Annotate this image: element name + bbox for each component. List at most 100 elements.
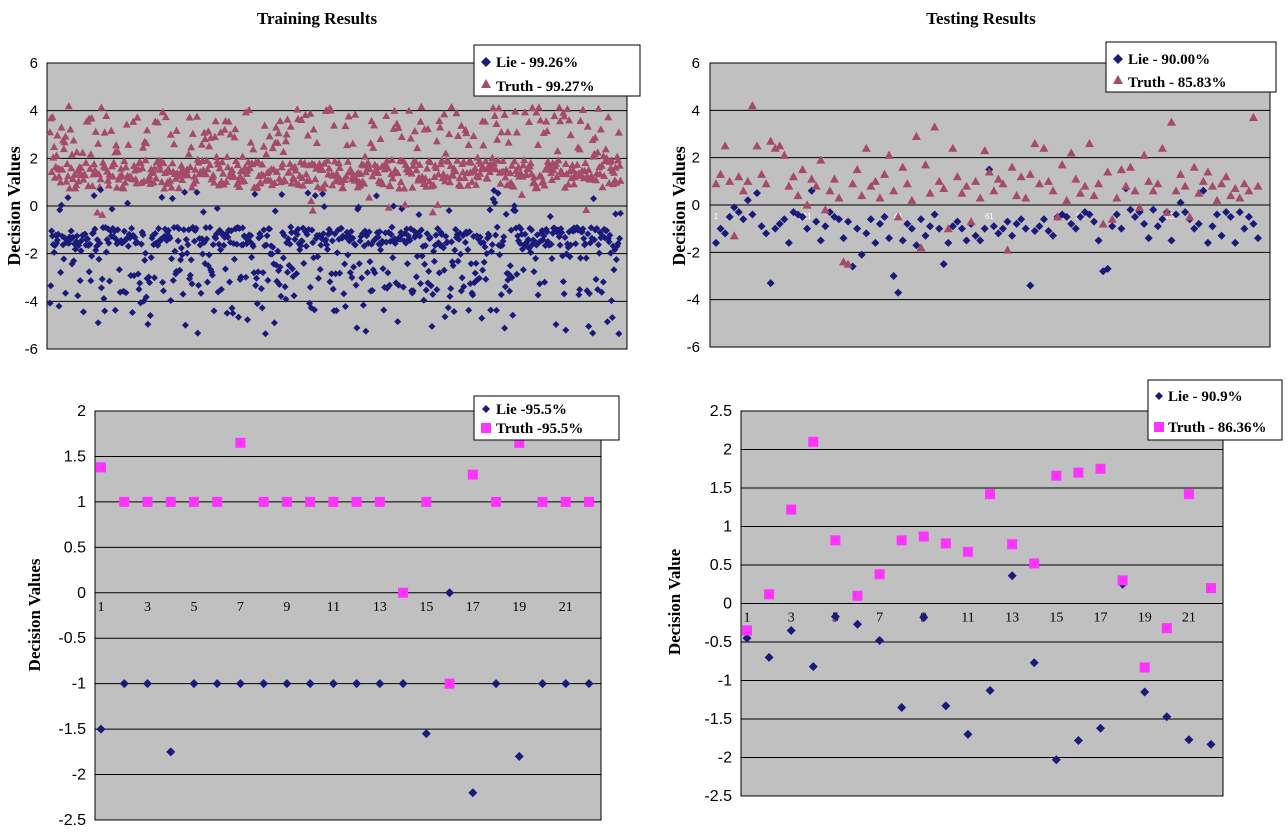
truth-point	[103, 176, 112, 184]
lie-point	[248, 253, 256, 261]
lie-point	[821, 222, 830, 231]
lie-point	[1085, 210, 1094, 219]
lie-point	[282, 679, 292, 689]
lie-point	[94, 319, 102, 327]
truth-point	[452, 109, 461, 117]
lie-point	[175, 225, 183, 233]
truth-point	[786, 504, 797, 515]
x-tick-label: 15	[1049, 611, 1063, 626]
truth-point	[1183, 489, 1194, 500]
truth-point	[1112, 193, 1122, 202]
lie-point	[351, 241, 359, 249]
truth-point	[889, 186, 899, 195]
lie-point	[166, 747, 176, 757]
lie-point	[102, 248, 110, 256]
lie-point	[340, 290, 348, 298]
truth-point	[100, 128, 109, 136]
lie-point	[739, 215, 748, 224]
lie-point	[86, 240, 94, 248]
lie-point	[608, 314, 616, 322]
lie-point	[176, 266, 184, 274]
truth-point	[445, 178, 454, 186]
lie-point	[898, 236, 907, 245]
lie-point	[279, 254, 287, 262]
truth-point	[1080, 181, 1090, 190]
truth-point	[614, 128, 623, 136]
lie-point	[108, 205, 116, 213]
lie-point	[432, 231, 440, 239]
lie-point	[599, 278, 607, 286]
truth-point	[611, 163, 620, 171]
truth-point	[1161, 623, 1172, 634]
lie-point	[257, 232, 265, 240]
lie-point	[562, 326, 570, 334]
truth-point	[573, 160, 582, 168]
lie-point	[994, 229, 1003, 238]
lie-point	[1244, 212, 1253, 221]
lie-point	[558, 229, 566, 237]
truth-point	[223, 152, 232, 161]
truth-point	[178, 175, 187, 184]
truth-point	[1171, 186, 1181, 195]
truth-point	[1057, 160, 1067, 169]
lie-point	[328, 679, 338, 689]
truth-point	[387, 155, 396, 164]
truth-point	[78, 148, 87, 156]
truth-point	[249, 145, 258, 153]
truth-point	[342, 172, 351, 180]
truth-point	[338, 183, 347, 192]
y-axis-label: Decision Values	[25, 558, 44, 671]
truth-point	[259, 142, 268, 150]
lie-point	[429, 290, 437, 298]
truth-point	[451, 167, 460, 175]
lie-point	[971, 231, 980, 240]
truth-point	[1012, 191, 1022, 200]
truth-point	[67, 164, 76, 172]
lie-point	[808, 662, 818, 672]
truth-point	[467, 469, 478, 480]
lie-point	[875, 219, 884, 228]
truth-point	[464, 140, 473, 149]
lie-point	[594, 241, 602, 249]
lie-point	[177, 244, 185, 252]
truth-point	[53, 131, 62, 139]
truth-point	[245, 164, 254, 172]
truth-point	[238, 152, 247, 160]
lie-point	[532, 254, 540, 262]
legend: Lie -95.5% Truth -95.5%	[473, 395, 620, 441]
truth-point	[1139, 662, 1150, 673]
lie-point	[485, 232, 493, 240]
truth-point	[496, 179, 505, 187]
x-tick-label: 21	[559, 600, 573, 615]
lie-point	[1249, 219, 1258, 228]
truth-point	[517, 190, 526, 198]
truth-point	[87, 114, 96, 122]
truth-point	[962, 546, 973, 557]
truth-point	[94, 169, 103, 178]
lie-point	[712, 238, 720, 247]
truth-point	[902, 179, 912, 188]
truth-point	[384, 203, 393, 211]
lie-point	[479, 266, 487, 274]
truth-point	[825, 186, 835, 195]
truth-point	[761, 179, 771, 188]
lie-point	[561, 679, 571, 689]
truth-point	[485, 167, 494, 176]
truth-point	[560, 496, 571, 507]
truth-point	[1189, 162, 1199, 171]
lie-diamond-marker	[1155, 392, 1163, 400]
truth-point	[1185, 212, 1195, 221]
lie-point	[331, 230, 339, 238]
truth-point	[984, 167, 994, 176]
y-tick-label: 1	[723, 519, 732, 536]
lie-point	[590, 195, 598, 203]
lie-point	[1096, 723, 1106, 733]
lie-point	[1222, 208, 1231, 217]
truth-point	[939, 183, 949, 193]
lie-point	[183, 249, 191, 257]
lie-point	[721, 229, 730, 238]
lie-point	[259, 269, 267, 277]
lie-point	[1062, 212, 1071, 221]
lie-point	[1158, 215, 1167, 224]
truth-point	[142, 496, 153, 507]
